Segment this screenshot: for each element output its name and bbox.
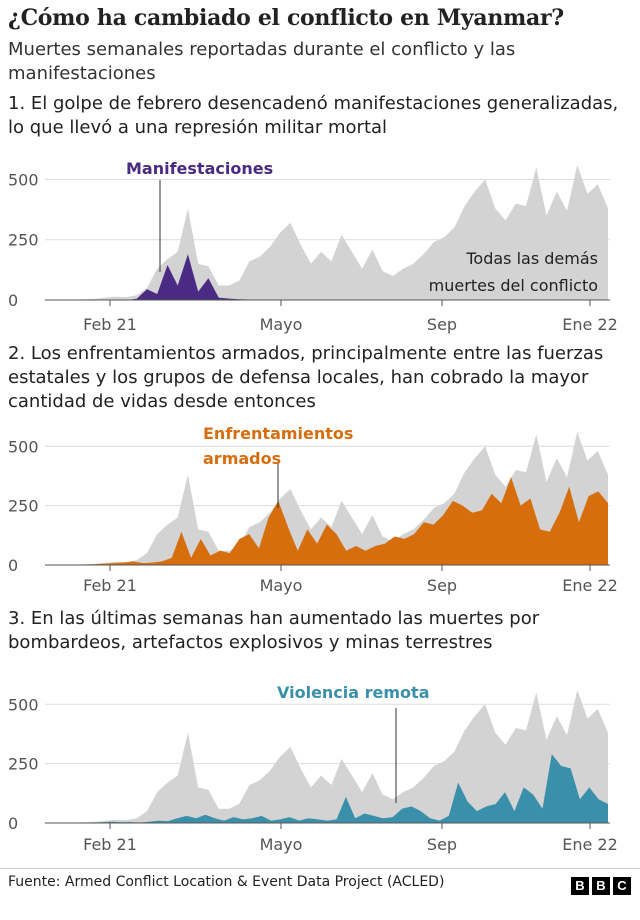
panel-3-chart: 0 250 500 Feb 21 Mayo Sep Ene 22 Violencia remo… [8,683,618,854]
x-tick-label: Mayo [260,315,303,334]
series-area-highlight [65,477,608,565]
annotation-label: Violencia remota [277,683,430,702]
footer-divider [0,868,640,869]
panel-3-title: 3. En las últimas semanas han aumentado … [8,608,540,653]
panel-2-chart: 0 250 500 Feb 21 Mayo Sep Ene 22 Enfrentamiento… [8,424,618,595]
x-tick-label: Sep [427,315,457,334]
series-area-background [65,690,608,823]
logo-letter: C [613,877,631,895]
x-tick-label: Sep [427,576,457,595]
y-tick-label: 0 [8,814,18,833]
annotation-label: Manifestaciones [126,159,273,178]
panel-1-title: 1. El golpe de febrero desencadenó manif… [8,93,619,138]
y-tick-label: 500 [8,695,39,714]
logo-letter: B [592,877,610,895]
y-tick-label: 500 [8,170,39,189]
x-tick-label: Feb 21 [83,576,137,595]
panel-1-chart: 0 250 500 Feb 21 Mayo Sep Ene 22 Manifestacione… [8,159,618,334]
bbc-logo: B B C [571,877,631,895]
series-area-background [65,165,608,300]
source-note: Fuente: Armed Conflict Location & Event … [8,874,445,890]
series-area-highlight [65,754,608,823]
logo-letter: B [571,877,589,895]
y-tick-label: 250 [8,497,39,516]
x-tick-label: Mayo [260,576,303,595]
y-tick-label: 0 [8,291,18,310]
annotation-label: armados [203,449,281,468]
panel-2-title: 2. Los enfrentamientos armados, principa… [8,343,604,412]
x-tick-label: Ene 22 [562,576,618,595]
x-tick-label: Ene 22 [562,835,618,854]
chart-title: ¿Cómo ha cambiado el conflicto en Myanma… [8,5,564,31]
x-tick-label: Feb 21 [83,315,137,334]
y-tick-label: 250 [8,231,39,250]
x-tick-label: Ene 22 [562,315,618,334]
y-tick-label: 250 [8,755,39,774]
annotation-label: Enfrentamientos [203,424,353,443]
y-tick-label: 500 [8,437,39,456]
chart-subtitle: Muertes semanales reportadas durante el … [8,39,516,84]
series-area-highlight [65,254,608,300]
annotation-label: Todas las demás [465,249,598,268]
annotation-label: muertes del conflicto [429,276,598,295]
y-tick-label: 0 [8,556,18,575]
x-tick-label: Mayo [260,835,303,854]
x-tick-label: Sep [427,835,457,854]
x-tick-label: Feb 21 [83,835,137,854]
